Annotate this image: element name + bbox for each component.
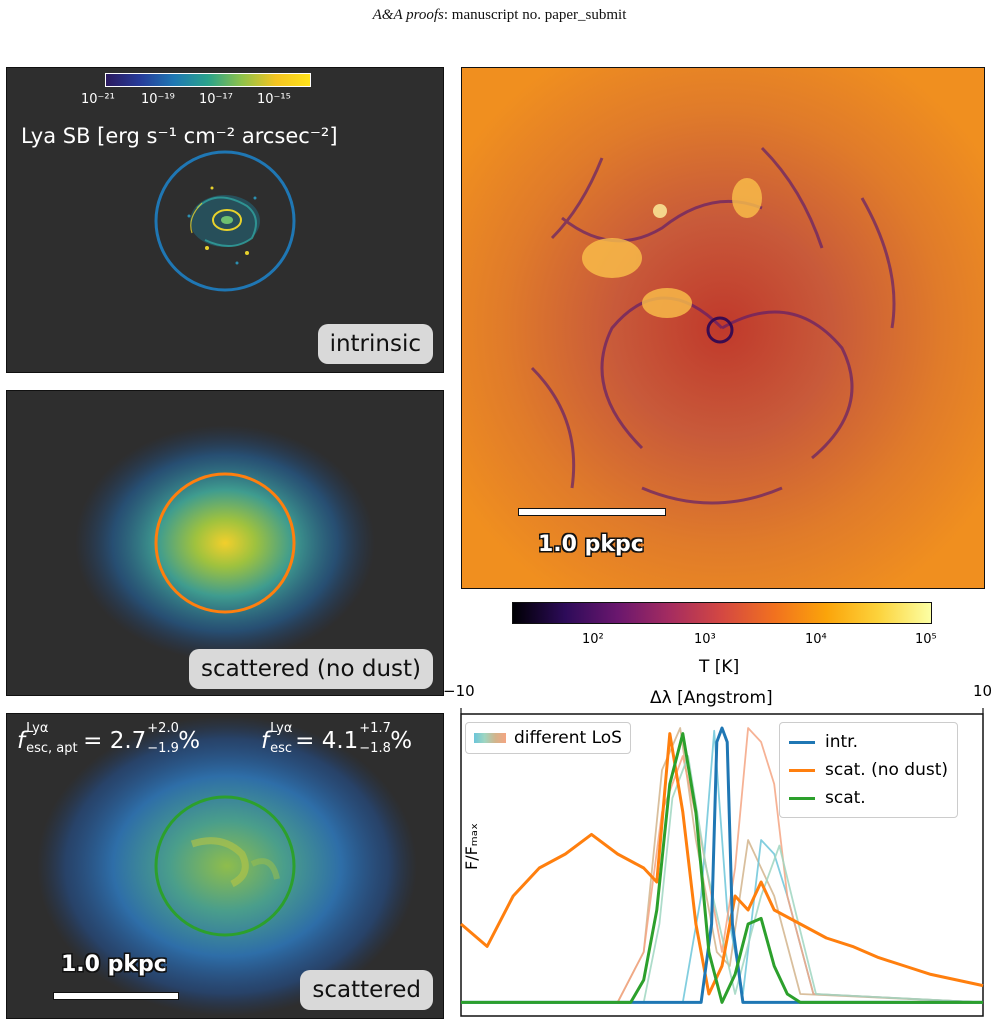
- sb-tick-4: 10⁻¹⁵: [257, 92, 291, 107]
- fesc-apt-down: −1.9: [147, 740, 179, 756]
- x-tick-max: 10: [973, 682, 993, 700]
- scattered-nodust-panel: scattered (no dust): [6, 390, 444, 696]
- intrinsic-panel: 10⁻²¹ 10⁻¹⁹ 10⁻¹⁷ 10⁻¹⁵ Lya SB [erg s⁻¹ …: [6, 67, 444, 373]
- intrinsic-map: [154, 150, 296, 292]
- fesc-percent: %: [390, 728, 413, 754]
- fesc-aperture-text: f Lyα esc, apt = 2.7 +2.0 −1.9%: [17, 720, 201, 756]
- sb-colorbar: [105, 73, 311, 87]
- scattered-map: [37, 716, 417, 1016]
- temp-tick-2: 10³: [694, 632, 716, 647]
- scattered-label: scattered: [300, 970, 433, 1010]
- legend-item-scat: scat.: [789, 784, 948, 812]
- legend-swatch-intr: [789, 740, 815, 744]
- legend-los-swatch: [474, 733, 506, 743]
- fesc-total-text: f Lyα esc = 4.1 +1.7 −1.8%: [261, 720, 413, 756]
- scattered-halo: [37, 716, 417, 1016]
- temperature-map-panel: 1.0 pkpc: [461, 67, 985, 589]
- intrinsic-aperture-circle: [154, 150, 296, 292]
- legend-los-label: different LoS: [514, 728, 622, 748]
- fesc-apt-percent: %: [178, 728, 201, 754]
- scattered-scalebar: [53, 992, 179, 1000]
- manuscript-id: : manuscript no. paper_submit: [443, 7, 627, 23]
- temperature-filaments: [530, 146, 896, 505]
- scattered-nodust-aperture-circle: [154, 472, 296, 614]
- legend-series: intr. scat. (no dust) scat.: [779, 722, 959, 818]
- temperature-colorbar: [512, 602, 932, 624]
- legend-label-nodust: scat. (no dust): [825, 760, 949, 780]
- page-header: A&A proofs: manuscript no. paper_submit: [0, 7, 999, 24]
- scattered-nodust-map: [75, 425, 375, 661]
- scattered-scalebar-label: 1.0 pkpc: [61, 952, 167, 977]
- legend-swatch-nodust: [789, 768, 815, 772]
- legend-item-nodust: scat. (no dust): [789, 756, 948, 784]
- sb-tick-3: 10⁻¹⁷: [199, 92, 233, 107]
- y-axis-label: F/Fₘₐₓ: [462, 822, 481, 870]
- legend-swatch-scat: [789, 796, 815, 800]
- scat-line: [461, 732, 983, 1004]
- intr-line: [461, 726, 983, 1004]
- legend-label-scat: scat.: [825, 788, 866, 808]
- temperature-scalebar-label: 1.0 pkpc: [538, 532, 644, 557]
- intrinsic-label: intrinsic: [317, 324, 433, 364]
- sb-tick-1: 10⁻²¹: [81, 92, 115, 107]
- los-line-3: [461, 727, 984, 1004]
- legend-item-intr: intr.: [789, 728, 948, 756]
- scattered-panel: f Lyα esc, apt = 2.7 +2.0 −1.9% f Lyα esc = 4.1 +…: [6, 713, 444, 1019]
- temp-tick-4: 10⁵: [915, 632, 937, 647]
- scattered-aperture-circle: [154, 795, 296, 937]
- sb-tick-2: 10⁻¹⁹: [141, 92, 175, 107]
- intrinsic-galaxy: [187, 186, 260, 265]
- x-tick-min: −10: [443, 682, 475, 700]
- temperature-colorbar-label: T [K]: [699, 657, 740, 677]
- temp-tick-3: 10⁴: [805, 632, 827, 647]
- fesc-apt-value: = 2.7: [83, 728, 147, 754]
- temperature-map: [462, 68, 984, 588]
- legend-los: different LoS: [465, 722, 631, 754]
- temperature-galaxy-core: [706, 316, 734, 344]
- temp-tick-1: 10²: [582, 632, 604, 647]
- fesc-down: −1.8: [359, 740, 391, 756]
- sb-colorbar-label: Lya SB [erg s⁻¹ cm⁻² arcsec⁻²]: [21, 124, 338, 148]
- fesc-up: +1.7: [359, 720, 391, 736]
- x-axis-label: Δλ [Angstrom]: [650, 688, 773, 708]
- temperature-scalebar: [518, 508, 666, 516]
- fesc-sup: Lyα: [270, 720, 293, 736]
- legend-label-intr: intr.: [825, 732, 858, 752]
- temperature-hot-regions: [582, 178, 762, 318]
- scattered-nodust-halo: [75, 425, 375, 661]
- fesc-apt-sup: Lyα: [26, 720, 49, 736]
- scattered-nodust-label: scattered (no dust): [188, 649, 433, 689]
- journal-name: A&A proofs: [372, 7, 444, 23]
- fesc-value: = 4.1: [295, 728, 359, 754]
- fesc-apt-up: +2.0: [147, 720, 179, 736]
